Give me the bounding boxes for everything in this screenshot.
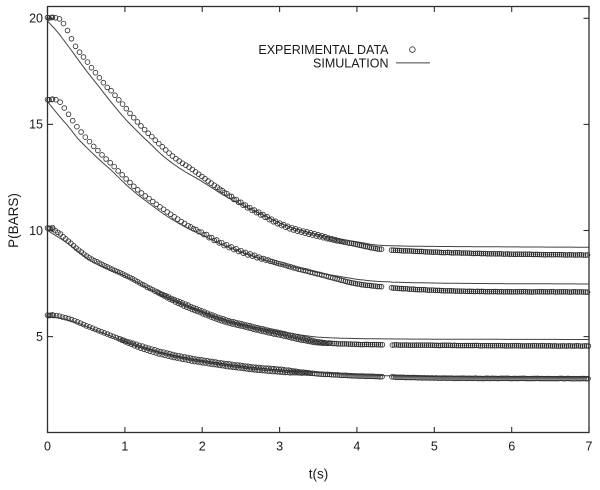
svg-text:2: 2 [199,440,206,454]
svg-text:7: 7 [586,440,593,454]
svg-text:0: 0 [44,440,51,454]
svg-text:1: 1 [121,440,128,454]
svg-text:P(BARS): P(BARS) [6,193,21,248]
svg-text:4: 4 [353,440,360,454]
svg-text:5: 5 [431,440,438,454]
svg-text:t(s): t(s) [309,467,329,482]
svg-text:6: 6 [508,440,515,454]
svg-text:10: 10 [29,224,43,238]
svg-text:20: 20 [29,12,43,26]
svg-text:SIMULATION: SIMULATION [313,56,388,70]
svg-text:3: 3 [276,440,283,454]
svg-text:EXPERIMENTAL DATA: EXPERIMENTAL DATA [258,43,389,57]
svg-text:15: 15 [29,118,43,132]
svg-text:5: 5 [36,330,43,344]
